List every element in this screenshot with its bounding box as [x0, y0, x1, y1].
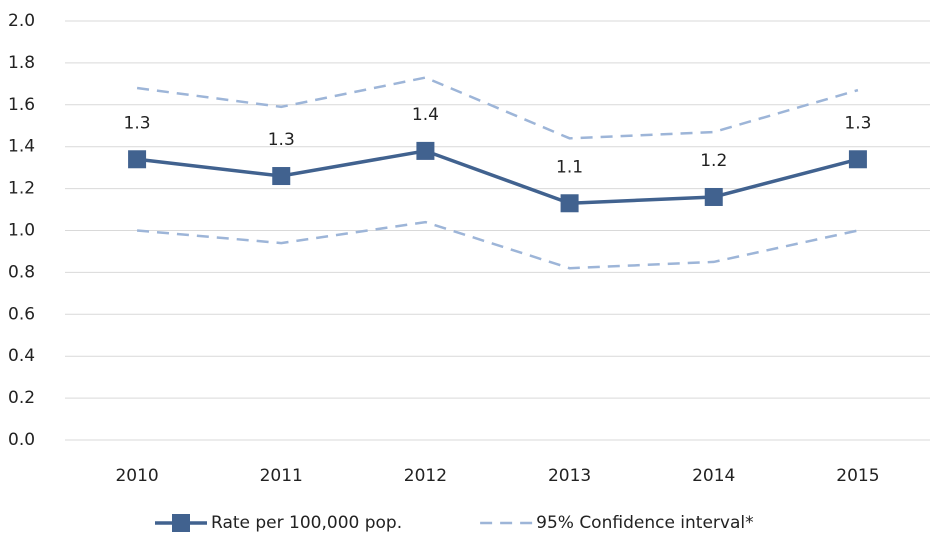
y-tick-label: 1.0: [8, 221, 35, 241]
point-marker: [416, 141, 435, 160]
x-tick-label: 2015: [836, 466, 879, 486]
point-marker: [560, 194, 579, 213]
point-marker: [128, 150, 147, 169]
y-tick-label: 0.4: [8, 346, 35, 366]
y-tick-label: 0.8: [8, 262, 35, 282]
data-label: 1.3: [124, 113, 151, 133]
series-line: [136, 149, 859, 206]
legend-label: 95% Confidence interval*: [536, 513, 754, 533]
data-label: 1.2: [700, 151, 727, 171]
y-tick-label: 1.6: [8, 95, 35, 115]
x-tick-label: 2012: [404, 466, 447, 486]
y-tick-label: 1.2: [8, 179, 35, 199]
point-marker: [704, 187, 723, 206]
series-line: [136, 76, 859, 140]
y-tick-label: 2.0: [8, 11, 35, 31]
y-tick-label: 0.6: [8, 304, 35, 324]
legend-marker: [172, 514, 190, 532]
x-tick-label: 2011: [260, 466, 303, 486]
data-label: 1.3: [268, 130, 295, 150]
legend-label: Rate per 100,000 pop.: [211, 513, 402, 533]
point-marker: [272, 167, 291, 186]
y-tick-label: 1.8: [8, 53, 35, 73]
y-tick-label: 0.2: [8, 388, 35, 408]
y-tick-label: 0.0: [8, 430, 35, 450]
data-label: 1.3: [844, 113, 871, 133]
x-tick-label: 2013: [548, 466, 591, 486]
x-tick-label: 2014: [692, 466, 735, 486]
y-tick-label: 1.4: [8, 137, 35, 157]
point-marker: [848, 150, 867, 169]
data-label: 1.4: [412, 105, 439, 125]
series-line: [136, 220, 859, 270]
x-tick-label: 2010: [115, 466, 158, 486]
data-label: 1.1: [556, 157, 583, 177]
